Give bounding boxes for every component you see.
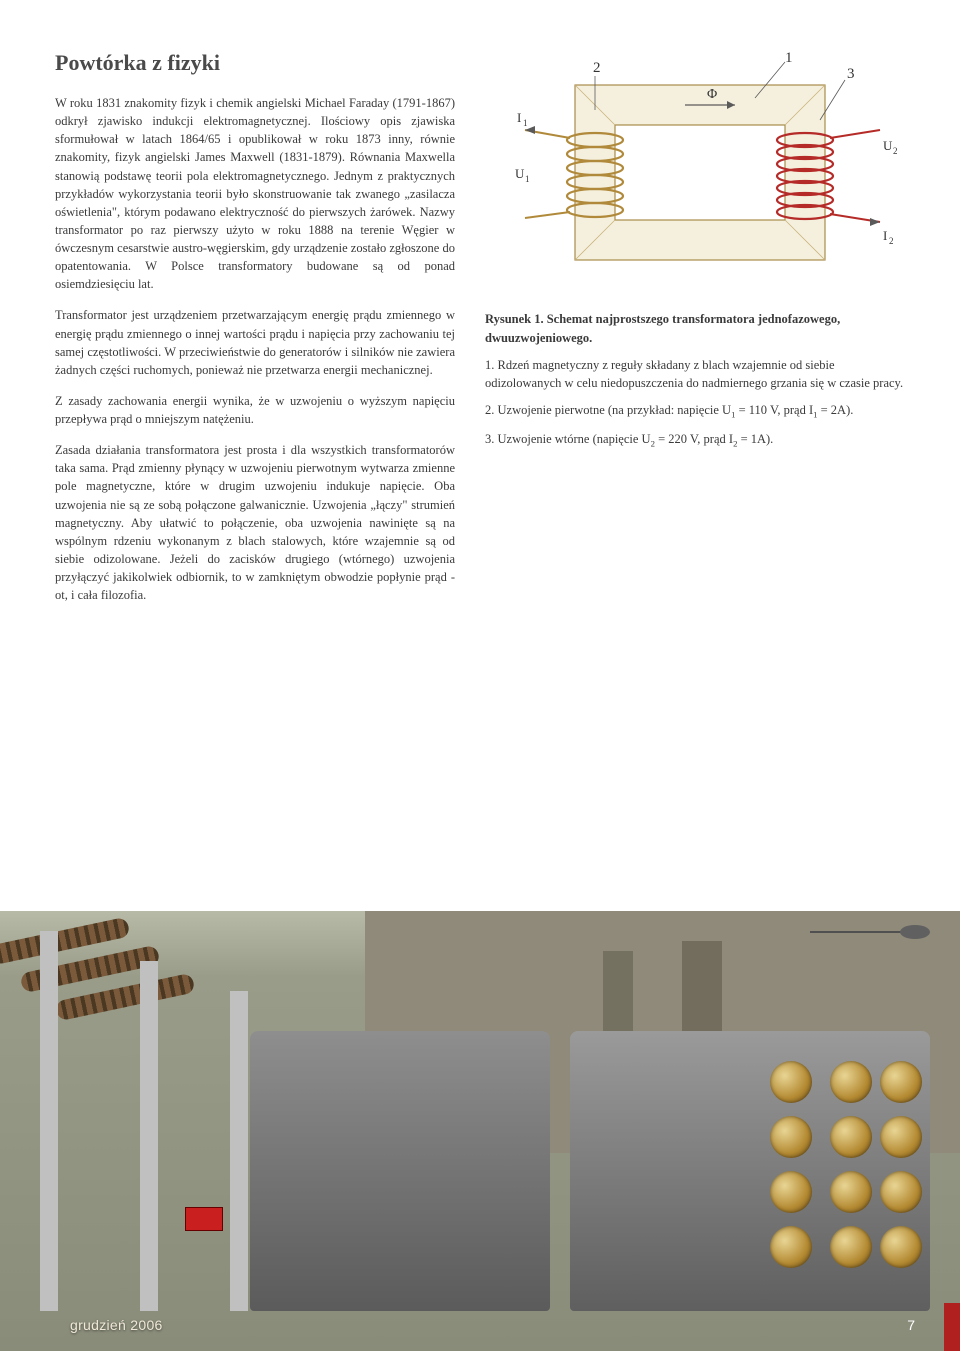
figure-caption-title: Rysunek 1. Schemat najprostszego transfo… bbox=[485, 312, 840, 345]
photo-transformer-unit bbox=[570, 1031, 930, 1311]
svg-text:I: I bbox=[883, 228, 887, 243]
transformer-diagram: 2 1 3 Φ I 1 U 1 U 2 I 2 bbox=[485, 50, 905, 300]
svg-text:1: 1 bbox=[785, 50, 793, 66]
footer-date: grudzień 2006 bbox=[70, 1317, 163, 1333]
left-column: Powtórka z fizyki W roku 1831 znakomity … bbox=[55, 50, 455, 617]
paragraph-3: Z zasady zachowania energii wynika, że w… bbox=[55, 392, 455, 428]
figure-item-3: 3. Uzwojenie wtórne (napięcie U2 = 220 V… bbox=[485, 430, 905, 451]
paragraph-1: W roku 1831 znakomity fizyk i chemik ang… bbox=[55, 94, 455, 293]
svg-text:1: 1 bbox=[525, 174, 530, 184]
photo-lamp bbox=[810, 931, 920, 933]
page-number: 7 bbox=[907, 1317, 915, 1333]
paragraph-2: Transformator jest urządzeniem przetwarz… bbox=[55, 306, 455, 379]
figure-caption: Rysunek 1. Schemat najprostszego transfo… bbox=[485, 310, 905, 348]
svg-text:U: U bbox=[883, 138, 893, 153]
footer-photo: grudzień 2006 7 bbox=[0, 911, 960, 1351]
svg-text:I: I bbox=[517, 110, 521, 125]
svg-text:2: 2 bbox=[593, 60, 601, 76]
svg-text:2: 2 bbox=[889, 236, 894, 246]
svg-text:2: 2 bbox=[893, 146, 898, 156]
photo-transformer-unit bbox=[250, 1031, 550, 1311]
page-content: Powtórka z fizyki W roku 1831 znakomity … bbox=[0, 0, 960, 617]
svg-text:1: 1 bbox=[523, 118, 528, 128]
photo-pylon bbox=[140, 961, 158, 1311]
article-heading: Powtórka z fizyki bbox=[55, 50, 455, 76]
right-column: 2 1 3 Φ I 1 U 1 U 2 I 2 Rysunek 1. Schem… bbox=[485, 50, 905, 617]
photo-pylon bbox=[230, 991, 248, 1311]
photo-warning-sign bbox=[185, 1207, 223, 1231]
figure-item-1: 1. Rdzeń magnetyczny z reguły składany z… bbox=[485, 356, 905, 394]
svg-text:Φ: Φ bbox=[707, 87, 717, 102]
figure-item-2: 2. Uzwojenie pierwotne (na przykład: nap… bbox=[485, 401, 905, 422]
photo-pylon bbox=[40, 931, 58, 1311]
svg-text:3: 3 bbox=[847, 66, 855, 82]
paragraph-4: Zasada działania transformatora jest pro… bbox=[55, 441, 455, 604]
svg-text:U: U bbox=[515, 166, 525, 181]
page-edge-tab bbox=[944, 1303, 960, 1351]
